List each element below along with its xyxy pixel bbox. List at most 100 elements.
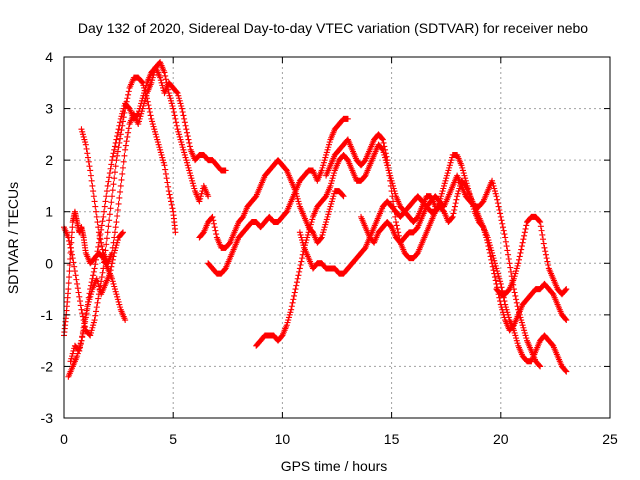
- data-point: [90, 272, 97, 279]
- data-point: [81, 136, 88, 143]
- data-point: [147, 112, 154, 119]
- data-point: [92, 312, 99, 319]
- data-point: [111, 143, 118, 150]
- data-point: [459, 164, 466, 171]
- data-point: [114, 293, 121, 300]
- data-point: [299, 237, 306, 244]
- data-point: [460, 170, 467, 177]
- series-pass-9: [358, 172, 570, 334]
- data-point: [198, 190, 205, 197]
- data-point: [307, 221, 314, 228]
- data-point: [74, 285, 81, 292]
- data-point: [77, 341, 84, 348]
- data-point: [155, 141, 162, 148]
- data-point: [284, 319, 291, 326]
- data-point: [497, 301, 504, 308]
- data-point: [184, 162, 191, 169]
- data-point: [164, 179, 171, 186]
- data-point: [186, 167, 193, 174]
- data-point: [116, 194, 123, 201]
- data-point: [98, 239, 105, 246]
- data-point: [191, 185, 198, 192]
- data-point: [112, 244, 119, 251]
- data-point: [544, 258, 551, 265]
- data-point: [87, 172, 94, 179]
- data-point: [511, 329, 518, 336]
- data-point: [114, 239, 121, 246]
- data-point: [512, 270, 519, 277]
- data-point: [390, 198, 397, 205]
- series-pass-4: [196, 157, 347, 251]
- data-point: [87, 329, 94, 336]
- data-point: [108, 161, 115, 168]
- data-point: [136, 115, 143, 122]
- data-point: [138, 110, 145, 117]
- data-point: [175, 128, 182, 135]
- data-marks: [61, 59, 570, 380]
- data-point: [290, 296, 297, 303]
- x-tick-label: 10: [275, 431, 291, 447]
- data-point: [124, 133, 131, 140]
- data-point: [442, 177, 449, 184]
- data-point: [292, 286, 299, 293]
- data-point: [325, 144, 332, 151]
- data-point: [181, 151, 188, 158]
- data-point: [156, 144, 163, 151]
- data-point: [85, 301, 92, 308]
- data-point: [141, 100, 148, 107]
- data-point: [519, 322, 526, 329]
- data-point: [305, 229, 312, 236]
- data-point: [106, 217, 113, 224]
- data-point: [285, 317, 292, 324]
- data-point: [392, 213, 399, 220]
- data-point: [494, 196, 501, 203]
- data-point: [326, 139, 333, 146]
- data-point: [389, 193, 396, 200]
- data-point: [521, 232, 528, 239]
- data-point: [489, 260, 496, 267]
- data-point: [90, 319, 97, 326]
- data-point: [298, 258, 305, 265]
- data-point: [381, 143, 388, 150]
- series-pass-2: [65, 59, 212, 380]
- data-point: [212, 227, 219, 234]
- data-point: [110, 150, 117, 157]
- series-pass-7: [296, 151, 544, 370]
- data-point: [137, 113, 144, 120]
- data-point: [165, 188, 172, 195]
- data-point: [178, 141, 185, 148]
- data-point: [82, 318, 89, 325]
- data-point: [482, 231, 489, 238]
- data-point: [455, 188, 462, 195]
- data-point: [511, 273, 518, 280]
- data-point: [109, 153, 116, 160]
- data-point: [89, 324, 96, 331]
- data-point: [536, 362, 543, 369]
- data-point: [97, 236, 104, 243]
- data-point: [324, 146, 331, 153]
- data-point: [109, 278, 116, 285]
- data-point: [87, 332, 94, 339]
- data-point: [489, 180, 496, 187]
- data-point: [169, 102, 176, 109]
- data-point: [505, 251, 512, 258]
- data-point: [148, 79, 155, 86]
- data-point: [325, 141, 332, 148]
- data-point: [99, 218, 106, 225]
- data-point: [183, 126, 190, 133]
- data-point: [501, 231, 508, 238]
- series-pass-5: [205, 115, 351, 277]
- data-point: [441, 180, 448, 187]
- data-point: [379, 136, 386, 143]
- data-point: [328, 200, 335, 207]
- data-point: [492, 277, 499, 284]
- data-point: [106, 270, 113, 277]
- data-point: [114, 296, 121, 303]
- data-point: [317, 235, 324, 242]
- y-tick-label: -1: [41, 307, 54, 323]
- data-point: [283, 322, 290, 329]
- data-point: [518, 319, 525, 326]
- data-point: [562, 286, 569, 293]
- data-point: [91, 198, 98, 205]
- data-point: [512, 332, 519, 339]
